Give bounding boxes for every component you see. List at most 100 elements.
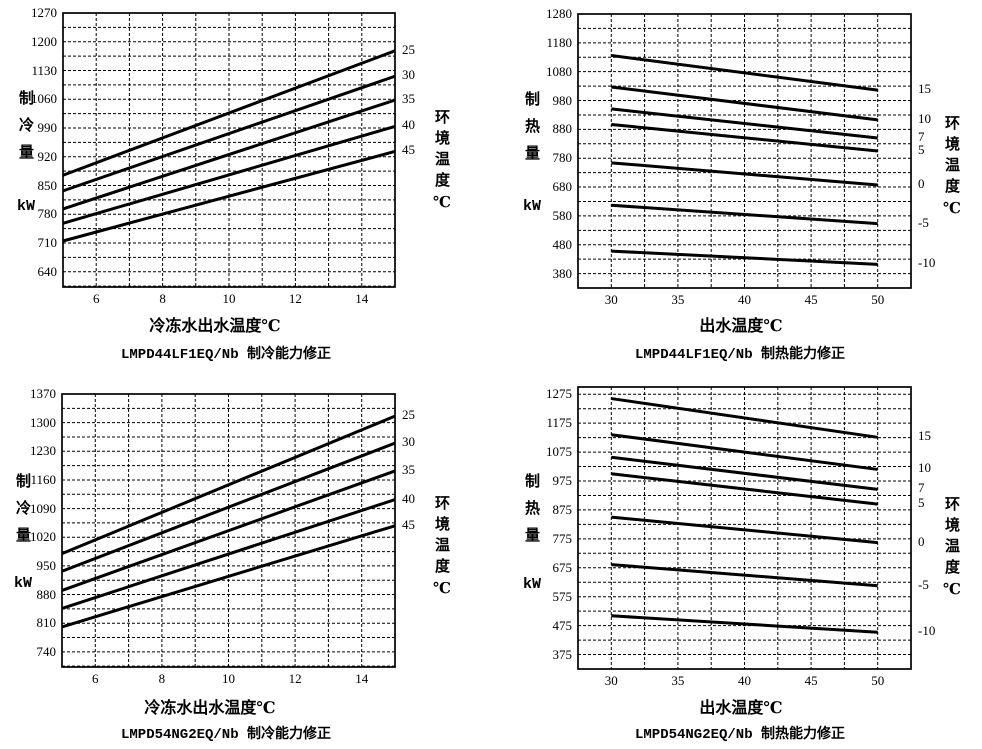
y-tick-label: 1270 [31,5,57,20]
y-tick-label: 480 [552,236,573,252]
series-line-40 [62,124,396,225]
chart-title: LMPD44LF1EQ/Nb 制热能力修正 [634,347,846,363]
series-line-5 [611,472,878,506]
series-line-25 [61,414,396,556]
x-tick-label: 45 [804,292,818,307]
y-tick-label: 1160 [30,471,56,487]
plot-frame [62,12,396,288]
series-label: 7 [918,129,925,145]
series-label: 0 [918,533,925,549]
y-tick-label: 1370 [30,386,56,401]
series-line-30 [61,441,396,573]
series-label: -5 [918,576,929,592]
x-axis-label: 出水温度℃ [699,318,783,335]
series-line-10 [611,433,878,471]
series-line-7 [611,455,878,491]
y-tick-label: 380 [552,265,573,281]
y-tick-label: 575 [552,588,573,604]
series-line-45 [62,149,396,243]
y-axis-unit: kW [16,198,36,215]
y-tick-label: 780 [37,206,58,222]
y-tick-label: 1200 [31,33,57,49]
series-label: 25 [402,41,415,57]
x-tick-label: 12 [288,671,302,686]
y-axis-label: 制冷量 [14,473,30,554]
right-axis-label: 环境温度℃ [943,496,959,604]
y-tick-label: 1175 [546,415,572,431]
series-label: 10 [918,110,931,126]
y-tick-label: 1090 [30,500,56,516]
x-tick-label: 14 [355,671,369,686]
series-label: 40 [402,490,415,506]
y-tick-label: 990 [37,120,58,136]
x-axis-label: 冷冻水出水温度℃ [149,318,281,335]
y-tick-label: 1130 [31,62,57,78]
y-tick-label: 875 [552,501,573,517]
series-line-10 [611,85,878,122]
series-label: 5 [918,495,925,511]
x-tick-label: 45 [804,673,818,688]
y-axis-label: 制冷量 [17,90,33,171]
series-line-40 [61,498,396,610]
series-label: 45 [402,516,415,532]
y-tick-label: 580 [552,207,573,223]
right-axis-label: 环境温度℃ [943,115,959,223]
x-tick-label: 14 [355,291,369,306]
series-label: 0 [918,176,925,192]
x-tick-label: 10 [222,291,236,306]
y-tick-label: 475 [552,617,573,633]
x-tick-label: 30 [604,292,618,307]
y-tick-label: 880 [552,121,573,137]
series-label: 30 [402,434,415,450]
y-tick-label: 740 [36,643,57,659]
x-tick-label: 50 [871,292,885,307]
chart-title: LMPD44LF1EQ/Nb 制冷能力修正 [120,347,332,363]
y-tick-label: 980 [552,92,573,108]
x-tick-label: 50 [871,673,885,688]
y-tick-label: 1300 [30,414,56,430]
x-tick-label: 8 [158,671,166,686]
plot-area [61,393,396,668]
plot-frame [577,386,912,670]
series-label: 45 [402,142,415,158]
series-line-15 [611,54,878,92]
x-tick-label: 40 [738,673,751,688]
x-tick-label: 6 [92,671,99,686]
series-line-15 [611,397,878,439]
y-tick-label: 375 [552,646,573,662]
y-tick-label: 920 [37,148,58,164]
series-line-35 [62,98,396,211]
plot-frame [577,13,912,289]
series-label: 15 [918,81,931,97]
series-label: 25 [402,407,415,423]
y-tick-label: 1275 [546,386,572,402]
series-label: 40 [402,117,415,133]
series-label: 15 [918,428,931,444]
x-tick-label: 6 [92,291,100,306]
x-axis-label: 冷冻水出水温度℃ [144,700,276,717]
y-axis-label: 制热量 [523,473,539,554]
y-axis-unit: kW [13,575,33,592]
series-line-0 [611,515,878,545]
series-line-30 [62,74,396,193]
y-tick-label: 1180 [546,34,572,50]
chart-title: LMPD54NG2EQ/Nb 制热能力修正 [634,727,846,743]
series-label: 10 [918,460,931,476]
chart-lmpd44lf1eq-cooling-correction: 制冷量 kW 环境温度℃ 冷冻水出水温度℃ LMPD44LF1EQ/Nb 制冷能… [0,0,491,375]
y-tick-label: 1075 [546,444,572,460]
plot-area [577,386,912,670]
series-line-45 [61,524,396,629]
x-tick-label: 35 [671,292,685,307]
y-tick-label: 880 [36,586,57,602]
x-tick-label: 35 [671,673,685,688]
series-line-25 [62,49,396,177]
y-tick-label: 640 [37,263,58,279]
y-tick-label: 1060 [31,91,57,107]
y-tick-label: 680 [552,179,573,195]
series-label: -5 [918,214,929,230]
chart-lmpd54ng2eq-cooling-correction: 制冷量 kW 环境温度℃ 冷冻水出水温度℃ LMPD54NG2EQ/Nb 制冷能… [0,374,491,749]
y-tick-label: 675 [552,559,573,575]
series-label: 35 [402,91,415,107]
y-tick-label: 710 [37,235,58,251]
